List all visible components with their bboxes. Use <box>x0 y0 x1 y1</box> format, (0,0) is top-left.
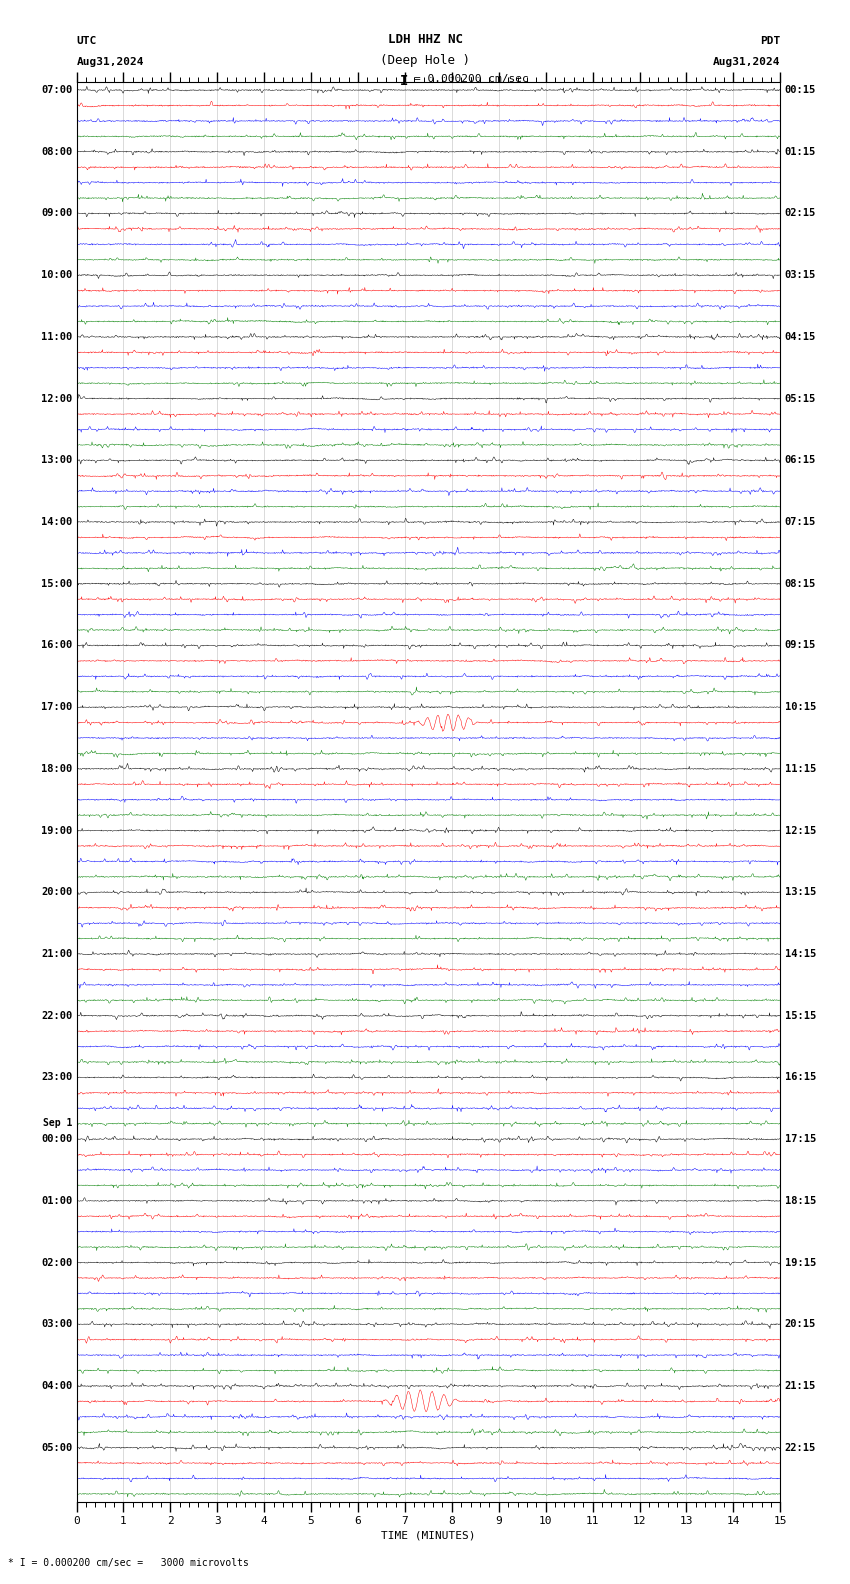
Text: 13:15: 13:15 <box>785 887 816 897</box>
X-axis label: TIME (MINUTES): TIME (MINUTES) <box>381 1530 476 1540</box>
Text: 12:00: 12:00 <box>41 393 72 404</box>
Text: (Deep Hole ): (Deep Hole ) <box>380 54 470 67</box>
Text: Sep 1: Sep 1 <box>42 1118 72 1128</box>
Text: 11:15: 11:15 <box>785 763 816 775</box>
Text: 14:00: 14:00 <box>41 516 72 527</box>
Text: 23:00: 23:00 <box>41 1072 72 1082</box>
Text: 04:15: 04:15 <box>785 333 816 342</box>
Text: 09:15: 09:15 <box>785 640 816 651</box>
Text: 22:15: 22:15 <box>785 1443 816 1453</box>
Text: 01:00: 01:00 <box>41 1196 72 1205</box>
Text: 21:00: 21:00 <box>41 949 72 958</box>
Text: 07:15: 07:15 <box>785 516 816 527</box>
Text: Aug31,2024: Aug31,2024 <box>76 57 144 67</box>
Text: 16:00: 16:00 <box>41 640 72 651</box>
Text: 14:15: 14:15 <box>785 949 816 958</box>
Text: 03:15: 03:15 <box>785 271 816 280</box>
Text: 02:00: 02:00 <box>41 1258 72 1267</box>
Text: 02:15: 02:15 <box>785 209 816 219</box>
Text: 10:00: 10:00 <box>41 271 72 280</box>
Text: 08:00: 08:00 <box>41 147 72 157</box>
Text: Aug31,2024: Aug31,2024 <box>713 57 780 67</box>
Text: 09:00: 09:00 <box>41 209 72 219</box>
Text: 20:15: 20:15 <box>785 1319 816 1329</box>
Text: UTC: UTC <box>76 36 97 46</box>
Text: 13:00: 13:00 <box>41 455 72 466</box>
Text: 16:15: 16:15 <box>785 1072 816 1082</box>
Text: 08:15: 08:15 <box>785 578 816 589</box>
Text: 18:00: 18:00 <box>41 763 72 775</box>
Text: 19:15: 19:15 <box>785 1258 816 1267</box>
Text: 01:15: 01:15 <box>785 147 816 157</box>
Text: 15:00: 15:00 <box>41 578 72 589</box>
Text: 00:00: 00:00 <box>41 1134 72 1144</box>
Text: 22:00: 22:00 <box>41 1011 72 1020</box>
Text: 05:15: 05:15 <box>785 393 816 404</box>
Text: 15:15: 15:15 <box>785 1011 816 1020</box>
Text: 17:00: 17:00 <box>41 702 72 713</box>
Text: 21:15: 21:15 <box>785 1381 816 1391</box>
Text: 04:00: 04:00 <box>41 1381 72 1391</box>
Text: 10:15: 10:15 <box>785 702 816 713</box>
Text: I: I <box>400 74 408 89</box>
Text: 03:00: 03:00 <box>41 1319 72 1329</box>
Text: 20:00: 20:00 <box>41 887 72 897</box>
Text: 12:15: 12:15 <box>785 825 816 836</box>
Text: LDH HHZ NC: LDH HHZ NC <box>388 33 462 46</box>
Text: 19:00: 19:00 <box>41 825 72 836</box>
Text: 06:15: 06:15 <box>785 455 816 466</box>
Text: * I = 0.000200 cm/sec =   3000 microvolts: * I = 0.000200 cm/sec = 3000 microvolts <box>8 1559 249 1568</box>
Text: 11:00: 11:00 <box>41 333 72 342</box>
Text: 07:00: 07:00 <box>41 86 72 95</box>
Text: 17:15: 17:15 <box>785 1134 816 1144</box>
Text: 18:15: 18:15 <box>785 1196 816 1205</box>
Text: PDT: PDT <box>760 36 780 46</box>
Text: = 0.000200 cm/sec: = 0.000200 cm/sec <box>414 74 529 84</box>
Text: 05:00: 05:00 <box>41 1443 72 1453</box>
Text: 00:15: 00:15 <box>785 86 816 95</box>
